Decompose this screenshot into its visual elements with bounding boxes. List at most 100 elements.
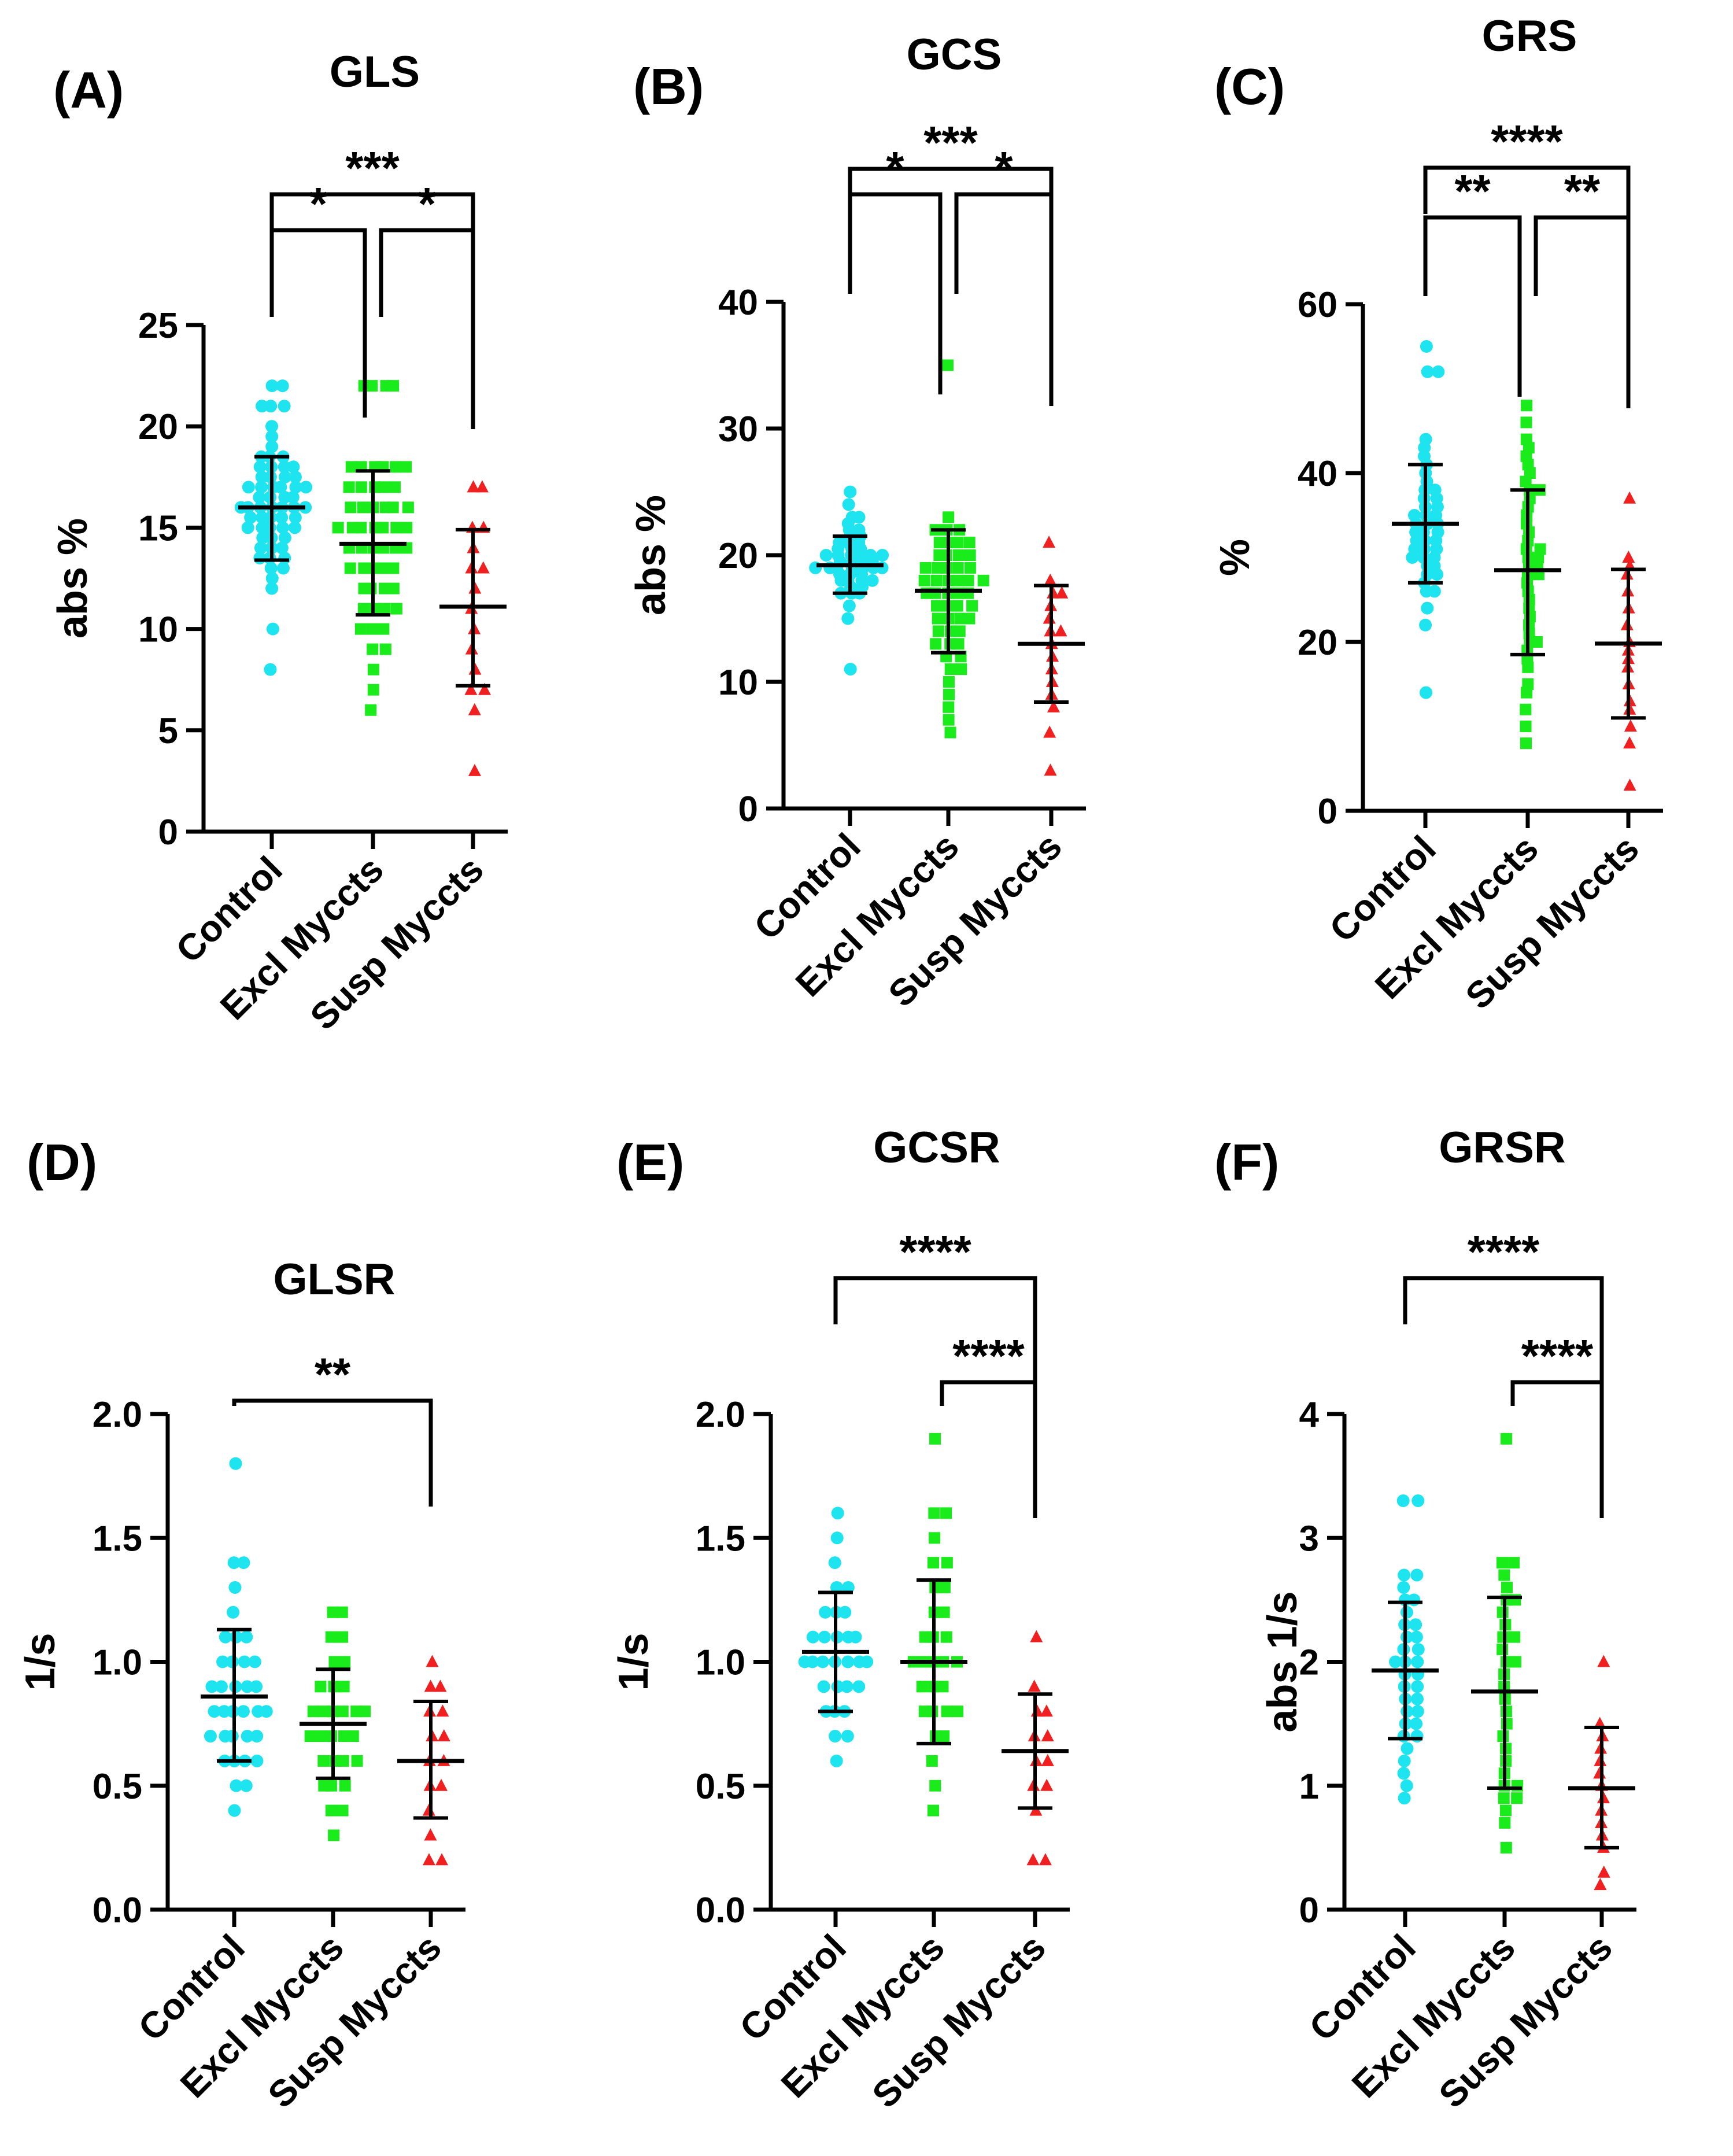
- data-point: [359, 1705, 371, 1718]
- y-tick-label: 1.5: [696, 1519, 745, 1559]
- data-point: [366, 623, 378, 635]
- data-point: [1044, 763, 1057, 776]
- panel-label: (F): [1214, 1134, 1279, 1191]
- data-point: [325, 1804, 337, 1817]
- data-point: [468, 703, 481, 715]
- data-point: [1521, 400, 1533, 412]
- data-point: [816, 1655, 829, 1668]
- data-point: [241, 1730, 254, 1743]
- y-tick-label: 0: [1318, 792, 1337, 832]
- data-point: [289, 481, 302, 494]
- data-point: [1511, 1792, 1523, 1804]
- data-point: [424, 1828, 437, 1841]
- data-point: [276, 379, 289, 393]
- data-point: [424, 1679, 437, 1692]
- data-point: [328, 1656, 341, 1668]
- data-point: [941, 1705, 953, 1718]
- data-point: [864, 549, 877, 562]
- data-point: [798, 1655, 811, 1668]
- data-point: [1055, 586, 1069, 599]
- y-tick-label: 0: [738, 789, 758, 829]
- data-point: [244, 511, 257, 524]
- data-point: [390, 603, 402, 615]
- data-point: [852, 523, 866, 537]
- data-point: [265, 430, 279, 443]
- y-tick-label: 60: [1298, 285, 1337, 325]
- data-point: [830, 1581, 844, 1594]
- data-point: [937, 1681, 949, 1693]
- data-point: [208, 1705, 221, 1718]
- significance-label: ****: [952, 1330, 1025, 1382]
- y-tick-label: 10: [138, 610, 178, 650]
- data-point: [818, 1630, 831, 1644]
- data-point: [387, 501, 399, 514]
- data-point: [242, 481, 255, 494]
- data-point: [929, 1780, 941, 1792]
- data-point: [926, 1755, 938, 1767]
- data-point: [468, 662, 482, 675]
- data-point: [1410, 1730, 1424, 1743]
- data-point: [1623, 491, 1636, 504]
- panel-label: (A): [53, 61, 124, 119]
- y-tick-label: 0.5: [696, 1767, 745, 1807]
- data-point: [1624, 719, 1637, 732]
- data-point: [240, 1630, 253, 1644]
- significance-label: **: [1564, 165, 1601, 217]
- data-point: [933, 549, 945, 561]
- data-point: [1496, 1644, 1509, 1656]
- data-point: [339, 1656, 351, 1668]
- data-point: [952, 1705, 964, 1718]
- data-point: [379, 603, 391, 615]
- significance-bracket: [269, 228, 367, 418]
- data-point: [1039, 1853, 1052, 1866]
- data-point: [464, 682, 478, 695]
- y-tick-label: 40: [718, 283, 758, 323]
- data-point: [325, 1631, 337, 1643]
- data-point: [1043, 536, 1056, 548]
- data-point: [1623, 736, 1636, 749]
- data-point: [1499, 1804, 1512, 1817]
- data-point: [876, 549, 889, 562]
- data-point: [228, 1581, 242, 1594]
- data-point: [1043, 611, 1056, 624]
- data-point: [932, 562, 944, 574]
- data-point: [475, 480, 489, 493]
- data-point: [400, 461, 412, 473]
- data-point: [1419, 618, 1432, 632]
- data-point: [938, 1730, 950, 1742]
- data-point: [953, 549, 965, 561]
- data-point: [253, 490, 266, 504]
- data-point: [387, 380, 400, 392]
- data-point: [228, 1804, 241, 1817]
- data-point: [238, 1655, 251, 1668]
- data-point: [952, 574, 965, 586]
- data-point: [1054, 624, 1067, 637]
- data-point: [954, 625, 966, 637]
- data-point: [278, 460, 291, 474]
- data-point: [307, 1705, 319, 1718]
- data-point: [367, 663, 379, 675]
- data-point: [468, 581, 482, 594]
- data-point: [275, 511, 289, 524]
- y-tick-label: 40: [1298, 454, 1337, 494]
- data-point: [357, 603, 369, 615]
- data-point: [1411, 1494, 1425, 1507]
- data-point: [367, 684, 379, 696]
- data-point: [1396, 1494, 1410, 1507]
- significance-bracket: [1534, 215, 1631, 397]
- y-tick-label: 20: [718, 536, 758, 576]
- data-point: [1496, 1557, 1509, 1569]
- data-point: [943, 714, 955, 726]
- y-tick-label: 0: [1299, 1891, 1319, 1930]
- data-point: [932, 625, 944, 637]
- data-point: [1410, 1568, 1424, 1582]
- data-point: [806, 1630, 819, 1644]
- data-point: [1044, 573, 1057, 586]
- y-tick-label: 15: [138, 508, 178, 548]
- data-point: [401, 522, 413, 534]
- x-tick-label: Susp Myccts: [864, 1926, 1054, 2116]
- data-point: [941, 1557, 953, 1569]
- data-point: [1397, 1581, 1410, 1594]
- significance-bracket: [232, 1398, 433, 1507]
- data-point: [860, 1655, 874, 1668]
